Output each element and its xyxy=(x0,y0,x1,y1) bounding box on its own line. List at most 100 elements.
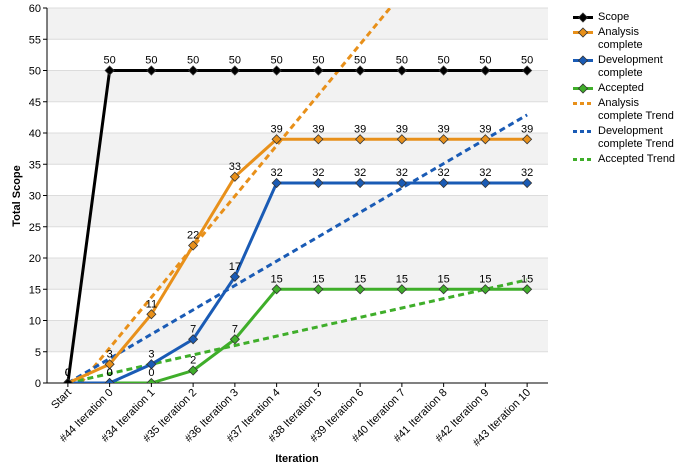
point-marker xyxy=(146,377,157,383)
grid-band xyxy=(47,133,548,165)
data-label: 39 xyxy=(312,123,324,135)
point-marker xyxy=(438,134,449,145)
legend-item: Development complete xyxy=(572,54,682,80)
point-marker xyxy=(355,65,366,76)
data-label: 15 xyxy=(479,273,491,285)
point-marker xyxy=(480,65,491,76)
y-tick-label: 0 xyxy=(35,378,41,390)
data-label: 39 xyxy=(396,123,408,135)
trend-line xyxy=(67,278,528,383)
point-marker xyxy=(271,284,282,295)
data-label: 3 xyxy=(148,348,154,360)
point-marker xyxy=(396,134,407,145)
data-label: 39 xyxy=(354,123,366,135)
point-marker xyxy=(396,284,407,295)
data-label: 2 xyxy=(190,355,196,367)
data-label: 32 xyxy=(396,167,408,179)
data-label: 0 xyxy=(65,367,71,379)
y-tick-label: 55 xyxy=(29,34,41,46)
point-marker xyxy=(188,365,199,376)
point-marker xyxy=(313,134,324,145)
legend-item: Accepted Trend xyxy=(572,153,682,166)
data-label: 0 xyxy=(65,367,71,379)
data-label: 0 xyxy=(148,367,154,379)
point-marker xyxy=(229,271,240,282)
point-marker xyxy=(229,334,240,345)
trend-line xyxy=(78,8,392,383)
data-label: 32 xyxy=(312,167,324,179)
point-marker xyxy=(146,359,157,370)
point-marker xyxy=(355,134,366,145)
legend: Scope Analysis complete Development comple… xyxy=(572,11,682,168)
data-label: 50 xyxy=(187,55,199,67)
legend-item: Scope xyxy=(572,11,682,24)
data-label: 50 xyxy=(479,55,491,67)
legend-symbol xyxy=(573,27,593,38)
data-label: 50 xyxy=(312,55,324,67)
y-tick-label: 30 xyxy=(29,191,41,203)
y-tick-label: 5 xyxy=(35,347,41,359)
point-marker xyxy=(522,134,533,145)
y-axis-title: Total Scope xyxy=(11,165,23,227)
data-label: 3 xyxy=(107,348,113,360)
data-label: 50 xyxy=(104,55,116,67)
legend-item: Analysis complete xyxy=(572,26,682,52)
data-label: 7 xyxy=(190,323,196,335)
legend-symbol xyxy=(573,102,593,105)
y-tick-label: 15 xyxy=(29,284,41,296)
point-marker xyxy=(522,177,533,189)
point-marker xyxy=(522,284,533,295)
point-marker xyxy=(188,65,199,76)
grid-band xyxy=(47,258,548,290)
legend-symbol xyxy=(573,12,593,23)
point-marker xyxy=(271,177,282,189)
point-marker xyxy=(396,65,407,76)
legend-symbol xyxy=(573,55,593,66)
data-label: 32 xyxy=(354,167,366,179)
point-marker xyxy=(271,134,282,145)
point-marker xyxy=(188,334,199,345)
point-marker xyxy=(62,377,73,383)
point-marker xyxy=(104,359,115,370)
legend-label: Scope xyxy=(598,11,630,23)
point-marker xyxy=(480,177,491,189)
data-label: 50 xyxy=(521,55,533,67)
y-tick-label: 10 xyxy=(29,316,41,328)
legend-label: Development complete Trend xyxy=(598,125,674,150)
legend-marker xyxy=(577,27,589,38)
data-label: 39 xyxy=(479,123,491,135)
legend-label: Development complete xyxy=(598,54,663,79)
data-label: 11 xyxy=(146,298,157,310)
legend-symbol xyxy=(573,158,593,161)
point-marker xyxy=(480,134,491,145)
point-marker xyxy=(188,240,199,251)
data-label: 39 xyxy=(271,123,283,135)
y-tick-label: 35 xyxy=(29,159,41,171)
series-line xyxy=(67,137,528,383)
data-label: 0 xyxy=(65,367,71,379)
point-marker xyxy=(438,65,449,76)
point-marker xyxy=(438,177,449,189)
legend-label: Analysis complete xyxy=(598,26,643,51)
data-label: 22 xyxy=(187,230,199,242)
data-label: 50 xyxy=(229,55,241,67)
y-tick-label: 60 xyxy=(29,3,41,15)
legend-label: Accepted Trend xyxy=(598,153,676,165)
data-label: 0 xyxy=(65,367,71,379)
data-label: 39 xyxy=(521,123,533,135)
point-marker xyxy=(355,177,366,189)
point-marker xyxy=(229,65,240,76)
data-label: 33 xyxy=(229,161,241,173)
legend-marker xyxy=(577,12,589,23)
point-marker xyxy=(522,65,533,76)
x-axis-title: Iteration xyxy=(275,453,319,465)
legend-label: Accepted xyxy=(598,82,644,94)
series-line xyxy=(67,181,528,383)
x-tick-label: Start xyxy=(49,387,74,412)
data-label: 15 xyxy=(521,273,533,285)
data-label: 32 xyxy=(438,167,450,179)
data-label: 15 xyxy=(271,273,283,285)
data-label: 15 xyxy=(438,273,450,285)
